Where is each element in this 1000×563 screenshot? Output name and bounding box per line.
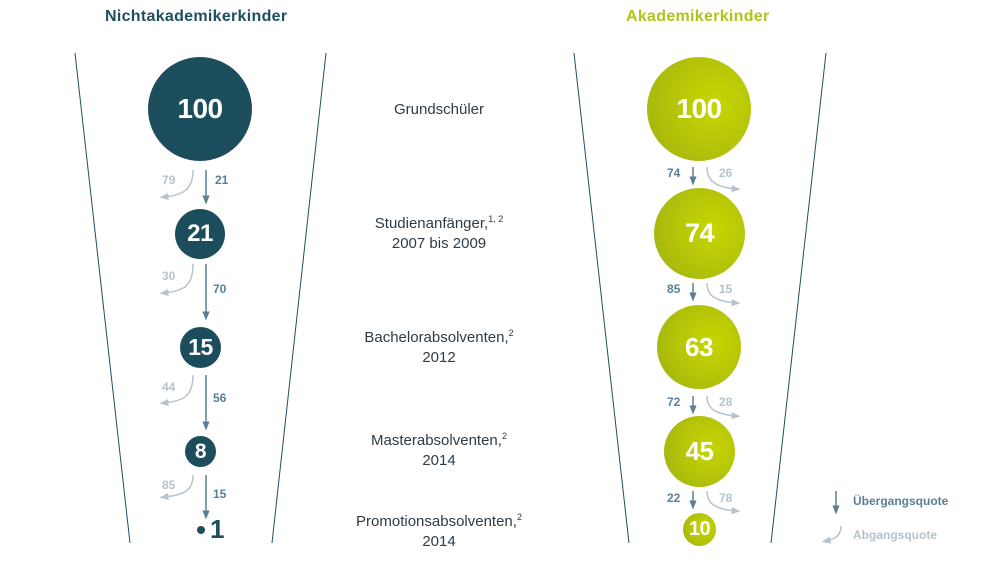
a-circle-63: 63 [657, 305, 741, 389]
na-circle-8: 8 [185, 436, 216, 467]
a-circle-100: 100 [647, 57, 751, 161]
a-circle-10: 10 [683, 513, 716, 546]
na-transition-rate: 21 [215, 173, 229, 187]
a-circle-45: 45 [664, 416, 735, 487]
stage-label-phd: Promotionsabsolventen,2 2014 [356, 512, 522, 551]
a-dropout-rate: 15 [719, 282, 733, 296]
stage-label-freshmen: Studienanfänger,1, 2 2007 bis 2009 [374, 214, 504, 253]
legend-dropout-icon [821, 525, 842, 544]
stage-label-master: Masterabsolventen,2 2014 [371, 431, 507, 470]
a-dropout-arrow-4 [706, 490, 741, 515]
na-dropout-rate: 44 [162, 380, 176, 394]
funnel-line-right-outer [573, 52, 630, 544]
a-dropout-arrow-3 [706, 395, 741, 420]
a-transition-rate: 74 [667, 166, 681, 180]
title-academic: Akademikerkinder [626, 8, 770, 25]
funnel-line-right-inner [770, 52, 827, 544]
na-dropout-arrow-3 [159, 374, 194, 407]
na-circle-15: 15 [180, 327, 221, 368]
title-nonacademic: Nichtakademikerkinder [105, 8, 288, 25]
na-dropout-arrow-2 [159, 263, 194, 297]
na-dropout-rate: 85 [162, 478, 176, 492]
na-dropout-arrow-1 [159, 169, 194, 201]
legend-dropout-label: Abgangsquote [853, 528, 937, 542]
na-transition-rate: 70 [213, 282, 227, 296]
a-dropout-rate: 28 [719, 395, 733, 409]
stage-label-primary: Grundschüler [393, 101, 485, 118]
na-dropout-rate: 79 [162, 173, 176, 187]
na-circle-21: 21 [175, 209, 225, 259]
funnel-line-left-inner [271, 52, 327, 544]
na-dropout-rate: 30 [162, 269, 176, 283]
na-circle-100: 100 [148, 57, 252, 161]
a-dropout-rate: 26 [719, 166, 733, 180]
na-transition-rate: 56 [213, 391, 227, 405]
a-circle-74: 74 [654, 188, 745, 279]
a-transition-rate: 22 [667, 491, 681, 505]
a-dropout-arrow-2 [706, 282, 741, 307]
na-transition-rate: 15 [213, 487, 227, 501]
a-dropout-arrow-1 [706, 166, 741, 193]
legend-transition-label: Übergangsquote [853, 494, 949, 508]
na-value-1: 1 [210, 514, 225, 544]
na-circle-1 [197, 526, 205, 534]
a-transition-rate: 72 [667, 395, 681, 409]
funnel-line-left-outer [74, 52, 131, 544]
stage-label-bachelor: Bachelorabsolventen,2 2012 [364, 328, 514, 367]
a-dropout-rate: 78 [719, 491, 733, 505]
na-dropout-arrow-4 [159, 474, 194, 501]
a-transition-rate: 85 [667, 282, 681, 296]
